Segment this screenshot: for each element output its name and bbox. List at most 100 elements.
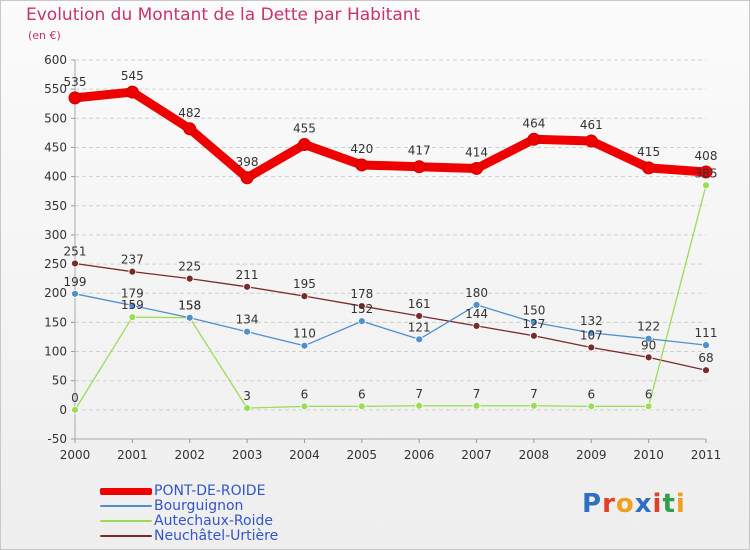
- data-label: 68: [698, 351, 713, 365]
- data-label: 455: [293, 122, 316, 136]
- data-point: [530, 401, 538, 410]
- legend-label: Bourguignon: [154, 498, 244, 514]
- data-point: [644, 334, 653, 343]
- y-tick-label: 350: [44, 199, 67, 213]
- data-point: [412, 160, 426, 174]
- y-tick-label: 600: [44, 53, 67, 67]
- x-tick-label: 2006: [404, 448, 435, 462]
- legend-item: Autechaux-Roide: [100, 513, 360, 529]
- data-label: 7: [530, 387, 538, 401]
- data-point: [587, 402, 596, 411]
- x-tick-label: 2011: [691, 448, 722, 462]
- data-point: [357, 317, 366, 326]
- data-point: [300, 341, 309, 350]
- legend-swatch: [100, 535, 152, 537]
- x-tick-label: 2008: [519, 448, 550, 462]
- legend-swatch: [100, 505, 152, 507]
- x-tick-label: 2010: [633, 448, 664, 462]
- data-label: 464: [522, 116, 545, 130]
- data-point: [185, 274, 194, 283]
- y-tick-label: 550: [44, 82, 67, 96]
- data-point: [357, 302, 366, 310]
- data-point: [243, 327, 251, 336]
- y-tick-label: 450: [44, 140, 67, 154]
- data-label: 482: [178, 106, 201, 120]
- data-label: 0: [71, 391, 79, 405]
- y-tick-label: 400: [44, 170, 67, 184]
- data-label: 122: [637, 320, 660, 334]
- x-tick-label: 2009: [576, 448, 607, 462]
- data-point: [185, 313, 194, 322]
- data-point: [587, 343, 596, 352]
- data-label: 180: [465, 286, 488, 300]
- chart-unit: (en €): [28, 29, 61, 42]
- logo-letter: i: [652, 489, 663, 519]
- data-label: 127: [522, 317, 545, 331]
- data-label: 251: [64, 244, 87, 258]
- x-tick-label: 2003: [232, 448, 263, 462]
- data-label: 7: [473, 387, 481, 401]
- data-point: [702, 181, 710, 190]
- data-point: [587, 328, 596, 337]
- legend-item: Neuchâtel-Urtière: [100, 528, 360, 544]
- y-tick-label: 100: [44, 345, 67, 359]
- data-point: [125, 85, 139, 99]
- data-label: 144: [465, 307, 488, 321]
- data-point: [68, 91, 82, 105]
- logo-letter: P: [582, 489, 603, 519]
- data-point: [642, 161, 656, 175]
- series-line-0: [70, 87, 711, 183]
- proxiti-logo: Proxiti: [582, 489, 686, 519]
- data-label: 417: [408, 144, 431, 158]
- data-label: 535: [64, 75, 87, 89]
- logo-letter: r: [602, 489, 616, 519]
- data-point: [71, 405, 79, 414]
- data-label: 179: [121, 286, 144, 300]
- data-label: 158: [178, 299, 201, 313]
- y-tick-label: 0: [59, 403, 67, 417]
- series-line-3: [74, 262, 707, 371]
- data-point: [300, 292, 309, 301]
- logo-letter: t: [662, 489, 676, 519]
- data-point: [584, 134, 598, 148]
- data-point: [527, 132, 541, 146]
- x-tick-label: 2002: [174, 448, 205, 462]
- data-point: [243, 282, 251, 291]
- legend-item: PONT-DE-ROIDE: [100, 483, 360, 499]
- data-label: 159: [121, 298, 144, 312]
- legend-label: Autechaux-Roide: [154, 513, 273, 529]
- data-label: 6: [645, 387, 653, 401]
- x-tick-label: 2000: [60, 448, 91, 462]
- y-tick-label: 250: [44, 257, 67, 271]
- data-label: 178: [350, 287, 373, 301]
- data-point: [644, 402, 653, 411]
- data-point: [128, 313, 137, 322]
- data-point: [128, 267, 137, 276]
- data-point: [300, 402, 309, 411]
- data-label: 545: [121, 69, 144, 83]
- data-point: [240, 171, 254, 185]
- data-label: 414: [465, 145, 488, 159]
- data-label: 195: [293, 277, 316, 291]
- data-point: [644, 353, 653, 362]
- data-point: [297, 138, 311, 152]
- legend-label: Neuchâtel-Urtière: [154, 528, 279, 544]
- data-label: 90: [641, 338, 656, 352]
- data-point: [355, 158, 369, 172]
- data-label: 6: [587, 387, 595, 401]
- data-label: 6: [358, 387, 366, 401]
- y-tick-label: 500: [44, 111, 67, 125]
- x-tick-label: 2005: [347, 448, 378, 462]
- data-label: 408: [695, 149, 718, 163]
- data-label: 110: [293, 327, 316, 341]
- data-label: 237: [121, 253, 144, 267]
- data-point: [415, 401, 424, 410]
- y-tick-label: 200: [44, 286, 67, 300]
- data-label: 158: [178, 299, 201, 313]
- data-point: [415, 335, 424, 344]
- legend-swatch: [100, 488, 152, 495]
- y-tick-label: -50: [47, 432, 67, 446]
- data-label: 152: [350, 302, 373, 316]
- data-point: [71, 259, 79, 268]
